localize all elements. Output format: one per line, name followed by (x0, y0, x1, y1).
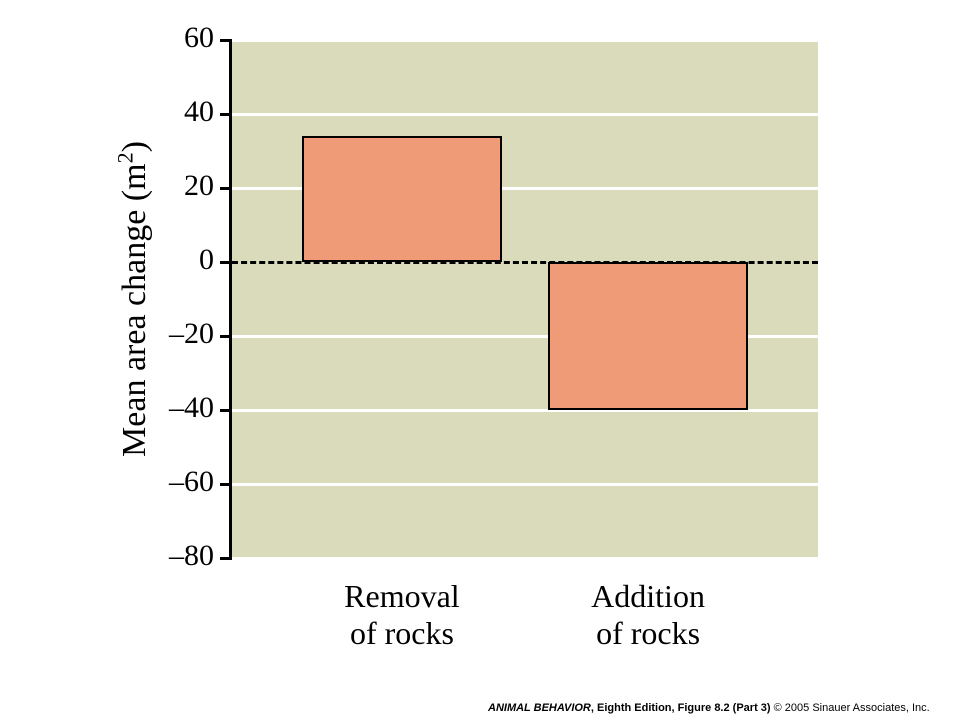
y-tick-mark (220, 187, 232, 190)
y-tick-mark (220, 409, 232, 412)
y-tick-label: –40 (169, 391, 214, 425)
y-tick-mark (220, 113, 232, 116)
x-category-label-line: of rocks (272, 615, 531, 652)
y-tick-label: 20 (184, 169, 214, 203)
y-tick-mark (220, 483, 232, 486)
x-category-label-line: Removal (272, 578, 531, 615)
y-tick-mark (220, 335, 232, 338)
x-category-label-1: Additionof rocks (518, 578, 777, 652)
y-tick-label: 40 (184, 95, 214, 129)
y-axis-label: Mean area change (m2) (116, 89, 154, 509)
y-tick-label: –20 (169, 317, 214, 351)
x-category-label-0: Removalof rocks (272, 578, 531, 652)
credit-copyright: © 2005 Sinauer Associates, Inc. (774, 702, 930, 714)
credit-edition: , Eighth Edition, (591, 702, 675, 714)
y-tick-label: 0 (199, 243, 214, 277)
gridline (232, 557, 818, 560)
gridline (232, 483, 818, 486)
x-category-label-line: Addition (518, 578, 777, 615)
credit-figure: Figure 8.2 (Part 3) (675, 702, 774, 714)
y-axis-line (229, 40, 232, 558)
bar-0 (302, 136, 501, 262)
y-tick-label: 60 (184, 21, 214, 55)
y-tick-label: –80 (169, 539, 214, 573)
y-tick-mark (220, 39, 232, 42)
y-tick-label: –60 (169, 465, 214, 499)
y-tick-mark (220, 261, 232, 264)
y-tick-mark (220, 557, 232, 560)
bar-1 (548, 262, 747, 410)
credit-title: ANIMAL BEHAVIOR (488, 702, 591, 714)
x-category-label-line: of rocks (518, 615, 777, 652)
gridline (232, 39, 818, 42)
gridline (232, 113, 818, 116)
credit-line: ANIMAL BEHAVIOR, Eighth Edition, Figure … (488, 702, 930, 714)
